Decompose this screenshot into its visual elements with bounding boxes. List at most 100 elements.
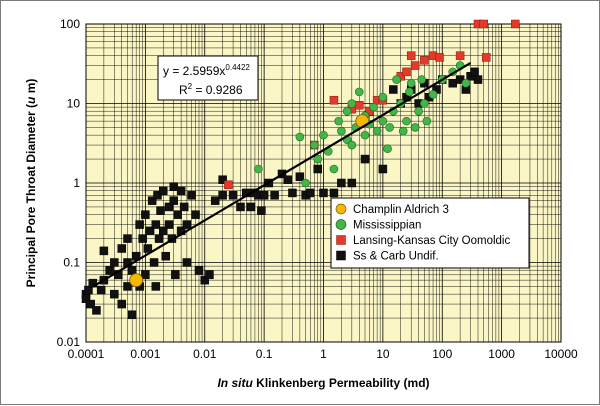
data-point-square — [378, 164, 388, 174]
y-axis-label-main: Principal Pore Throat Diameter ( — [24, 104, 38, 287]
y-axis-label-tail: m) — [24, 79, 38, 97]
data-point-circle — [385, 123, 394, 132]
equation-exponent: 0.4422 — [225, 63, 250, 72]
data-point-circle — [319, 130, 328, 140]
data-point-circle — [347, 140, 357, 150]
data-point-circle — [378, 116, 388, 126]
data-point-square — [127, 310, 137, 320]
data-point-square — [270, 191, 279, 200]
data-points — [81, 19, 520, 320]
data-point-square — [182, 220, 192, 229]
data-point-circle — [310, 140, 319, 150]
data-point-circle — [313, 154, 323, 164]
data-point-square — [110, 289, 119, 299]
legend-marker-square — [336, 235, 346, 245]
legend-marker-circle — [335, 203, 347, 215]
x-tick-label: 1000 — [488, 347, 515, 361]
data-point-square — [153, 191, 162, 200]
data-point-square — [329, 95, 339, 105]
data-point-square — [406, 51, 416, 60]
data-point-square — [354, 101, 364, 110]
data-point-circle — [392, 75, 401, 84]
data-point-square — [164, 220, 174, 229]
data-point-square — [99, 246, 109, 256]
equation-box-border — [157, 55, 259, 101]
legend-marker-circle — [335, 219, 347, 230]
data-point-square — [191, 210, 200, 219]
data-point-square — [81, 294, 91, 303]
data-point-square — [470, 67, 479, 77]
data-point-square — [158, 186, 168, 195]
legend-label: Mississippian — [353, 220, 421, 232]
data-point-circle — [428, 90, 438, 99]
data-point-circle — [406, 78, 416, 88]
legend-label: Lansing-Kansas City Oomoldic — [353, 235, 510, 247]
data-point-circle — [398, 126, 408, 136]
data-point-square — [257, 206, 266, 215]
equation-box: y = 2.5959x0.4422 R2 = 0.9286 — [157, 55, 259, 101]
x-axis-label-italic: In situ — [217, 376, 253, 390]
data-point-square — [329, 188, 339, 198]
data-point-circle — [301, 178, 310, 188]
data-point-square — [218, 191, 227, 200]
x-tick-label: 10000 — [544, 347, 578, 361]
x-tick-label: 0.01 — [193, 347, 217, 361]
data-point-square — [448, 78, 457, 88]
data-point-square — [171, 270, 180, 280]
legend-label: Ss & Carb Undif. — [353, 251, 439, 263]
data-point-circle — [354, 87, 364, 97]
data-point-circle — [347, 99, 357, 108]
equation-main: y = 2.5959x — [163, 64, 225, 78]
data-point-square — [511, 19, 520, 29]
data-point-square — [410, 61, 420, 70]
data-point-circle — [383, 144, 392, 154]
data-point-square — [283, 175, 293, 184]
data-point-square — [194, 265, 204, 275]
data-point-square — [154, 234, 164, 243]
data-point-square — [143, 244, 153, 253]
legend-label: Champlin Aldrich 3 — [353, 204, 449, 216]
x-tick-label: 100 — [432, 347, 452, 361]
data-point-square — [127, 265, 137, 275]
data-point-square — [86, 299, 95, 309]
r-squared-superscript: 2 — [188, 82, 193, 91]
data-point-square — [96, 285, 106, 295]
data-point-circle — [422, 116, 432, 126]
data-point-square — [389, 85, 398, 94]
data-point-circle — [405, 87, 414, 97]
data-point-circle — [402, 116, 411, 126]
data-point-circle — [334, 116, 343, 126]
plot-border — [85, 23, 562, 343]
data-point-square — [295, 172, 305, 181]
x-tick-label: 10 — [376, 347, 390, 361]
x-tick-label: 0.001 — [130, 347, 160, 361]
y-tick-label: 10 — [67, 97, 81, 111]
data-point-large-circle — [129, 273, 144, 288]
data-point-circle — [369, 102, 378, 112]
data-point-square — [145, 226, 155, 236]
data-point-square — [156, 206, 165, 215]
data-point-square — [141, 210, 150, 219]
data-point-square — [92, 306, 101, 315]
data-point-square — [205, 270, 214, 280]
data-point-square — [200, 275, 209, 285]
x-tick-label: 0.1 — [256, 347, 273, 361]
data-point-square — [117, 299, 126, 309]
data-point-square — [420, 55, 429, 65]
axis-ticks: 0.0001 0.001 0.01 0.1 1 10 100 1000 10000 0.01 0.1… — [57, 17, 578, 361]
data-point-circle — [378, 92, 388, 102]
data-point-square — [347, 178, 357, 188]
equation-text: y = 2.5959x0.4422 — [163, 63, 250, 78]
x-axis-label-rest: Klinkenberg Permeability (md) — [256, 376, 429, 390]
data-point-square — [158, 226, 168, 236]
data-point-square — [110, 258, 119, 267]
data-point-square — [455, 51, 465, 60]
data-point-square — [435, 53, 444, 62]
y-tick-label: 0.01 — [57, 335, 81, 349]
data-point-square — [169, 196, 178, 205]
r-squared-text: R2 = 0.9286 — [179, 82, 243, 97]
trend-line — [92, 62, 472, 288]
data-point-square — [151, 220, 161, 229]
data-point-square — [288, 188, 297, 198]
